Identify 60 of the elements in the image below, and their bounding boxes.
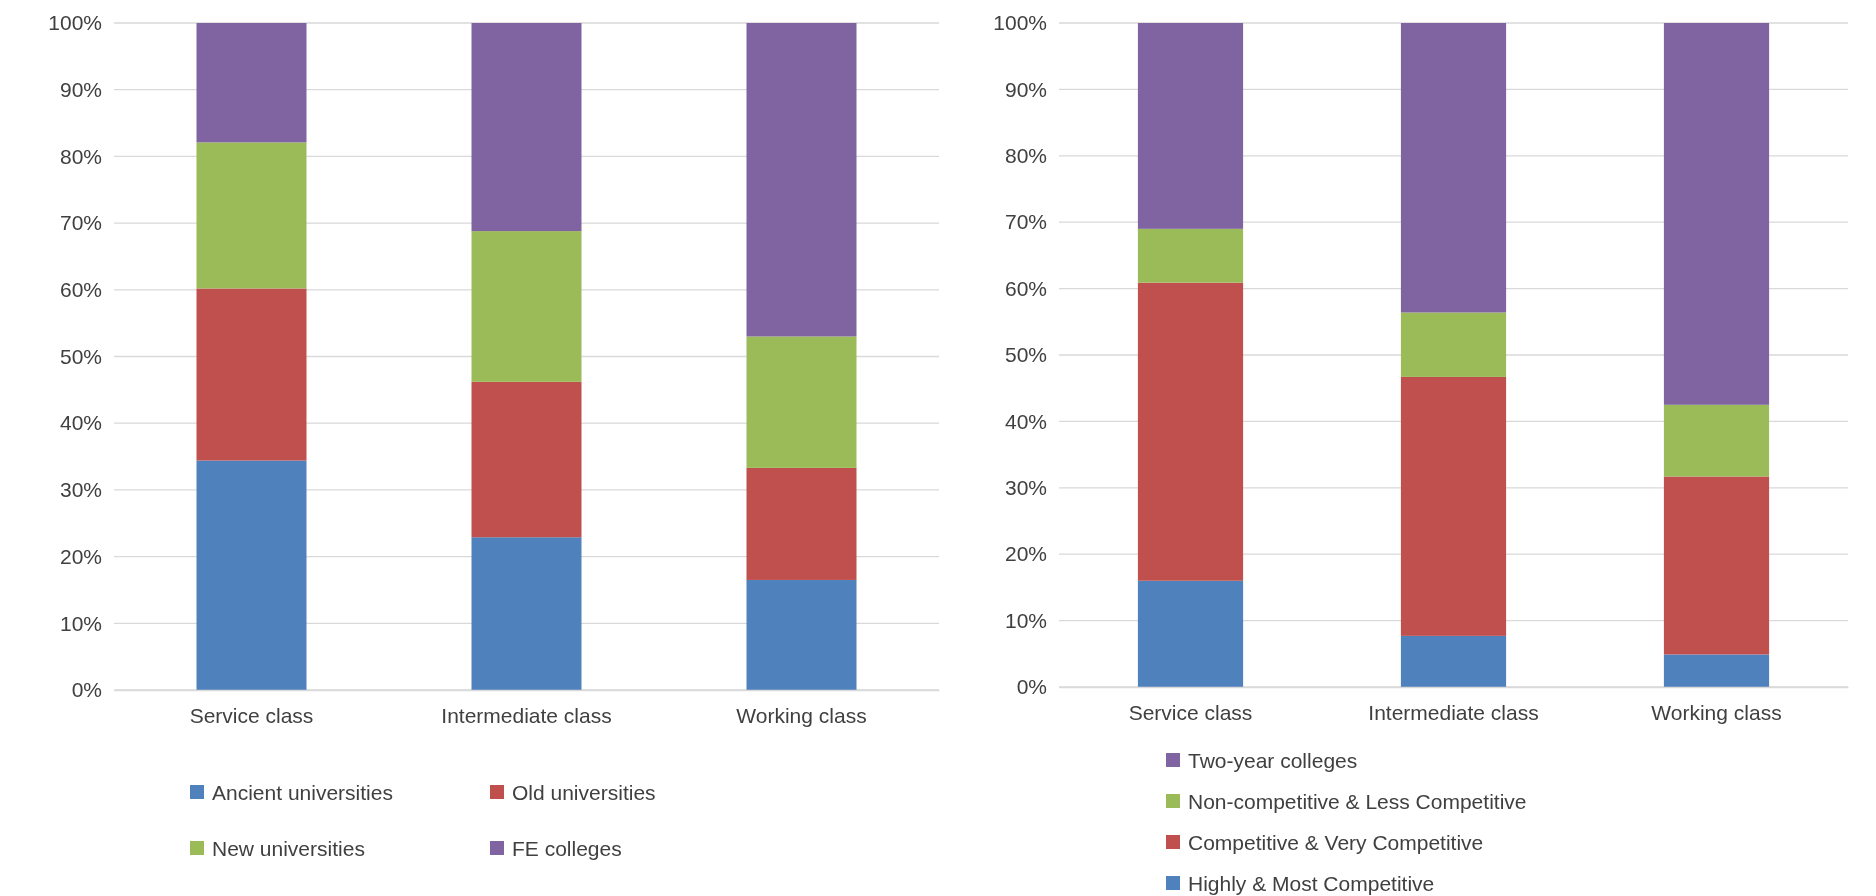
- y-tick-label: 100%: [48, 11, 102, 35]
- legend-label: Highly & Most Competitive: [1188, 872, 1435, 896]
- y-tick-label: 60%: [1004, 276, 1047, 300]
- bar: [1400, 23, 1507, 313]
- bar: [471, 537, 582, 690]
- y-tick-label: 70%: [59, 211, 102, 235]
- bar: [746, 467, 857, 580]
- bar: [471, 381, 582, 538]
- bar: [196, 23, 307, 143]
- bar: [196, 460, 307, 690]
- y-tick-label: 0%: [71, 678, 102, 702]
- y-tick-label: 60%: [59, 278, 102, 302]
- bar: [196, 288, 307, 461]
- bar: [471, 231, 582, 382]
- y-tick-label: 50%: [59, 344, 102, 368]
- y-tick-label: 20%: [1004, 542, 1047, 566]
- y-tick-label: 50%: [1004, 343, 1047, 367]
- y-tick-label: 80%: [1004, 144, 1047, 168]
- bar: [1137, 228, 1244, 283]
- bar: [196, 142, 307, 289]
- y-tick-label: 90%: [1004, 77, 1047, 101]
- y-tick-label: 20%: [59, 544, 102, 568]
- y-tick-label: 30%: [1004, 476, 1047, 500]
- bar: [746, 579, 857, 690]
- y-tick-label: 0%: [1016, 675, 1047, 699]
- bar: [1663, 476, 1770, 655]
- bar: [1663, 23, 1770, 405]
- x-tick-label: Intermediate class: [441, 703, 612, 727]
- bar: [1663, 404, 1770, 477]
- bar: [746, 336, 857, 468]
- x-tick-label: Service class: [189, 703, 314, 727]
- y-tick-label: 10%: [1004, 608, 1047, 632]
- bar: [746, 23, 857, 337]
- legend-label: Competitive & Very Competitive: [1188, 831, 1484, 855]
- legend-label: Two-year colleges: [1188, 749, 1358, 773]
- x-tick-label: Working class: [1651, 700, 1782, 724]
- bar: [1137, 282, 1244, 581]
- y-tick-label: 30%: [59, 478, 102, 502]
- bar: [471, 23, 582, 232]
- legend-label: New universities: [212, 837, 365, 861]
- y-tick-label: 90%: [59, 77, 102, 101]
- x-tick-label: Service class: [1128, 700, 1253, 724]
- y-tick-label: 70%: [1004, 210, 1047, 234]
- bar: [1400, 635, 1507, 687]
- y-tick-label: 100%: [993, 11, 1047, 35]
- y-tick-label: 40%: [1004, 409, 1047, 433]
- bar: [1663, 654, 1770, 687]
- y-tick-label: 10%: [59, 611, 102, 635]
- y-tick-label: 40%: [59, 411, 102, 435]
- bar: [1137, 580, 1244, 687]
- x-tick-label: Intermediate class: [1368, 700, 1539, 724]
- bar: [1400, 312, 1507, 377]
- x-tick-label: Working class: [736, 703, 867, 727]
- legend-label: Non-competitive & Less Competitive: [1188, 790, 1527, 814]
- legend-label: Ancient universities: [212, 781, 393, 805]
- bar: [1137, 23, 1244, 229]
- y-tick-label: 80%: [59, 144, 102, 168]
- legend-label: Old universities: [512, 781, 656, 805]
- legend-label: FE colleges: [512, 837, 622, 861]
- bar: [1400, 376, 1507, 636]
